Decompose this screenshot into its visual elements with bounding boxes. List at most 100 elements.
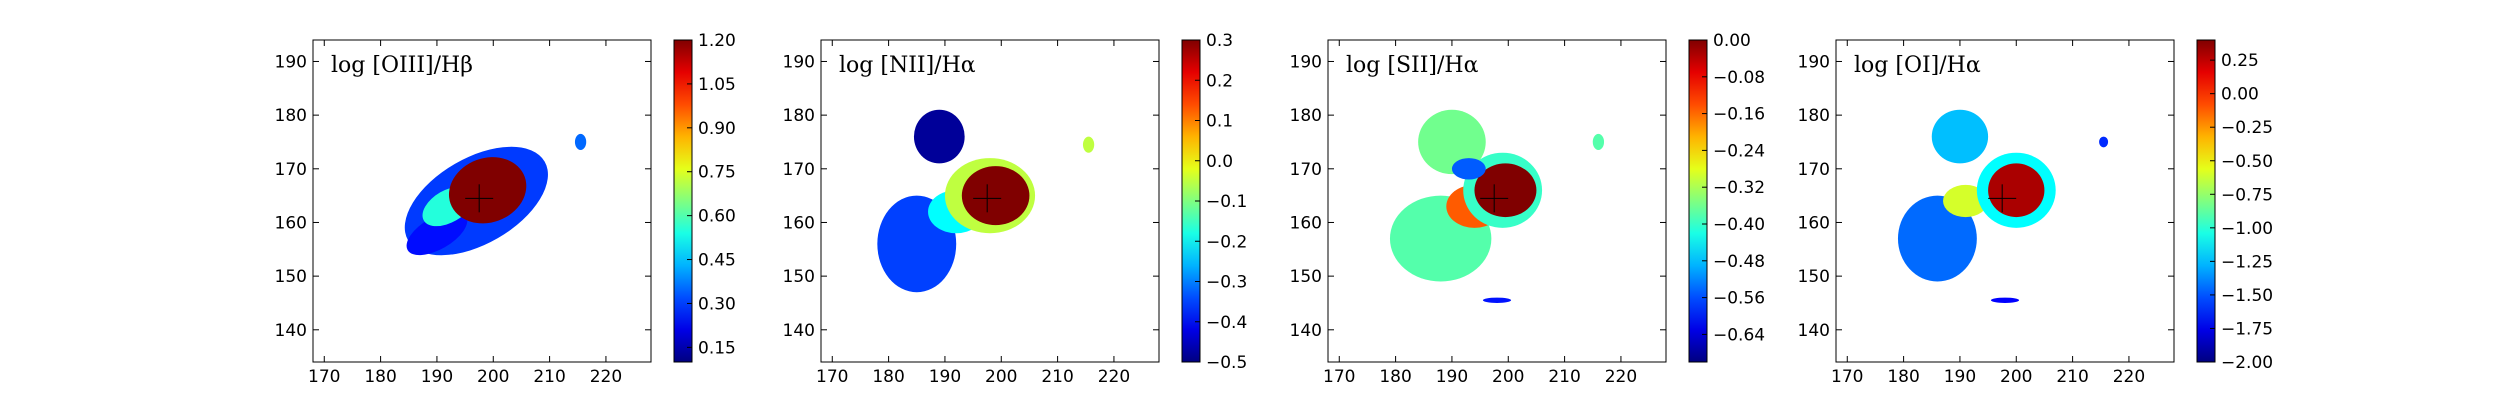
panel-3: 170 180 190 200 210 220 140 150 160 170 180 190 log …	[1290, 31, 1766, 387]
map-region	[1418, 109, 1486, 175]
colorbar-tick-label: −0.56	[1713, 289, 1765, 309]
panel-title: log [SII]/Hα	[1346, 53, 1479, 78]
colorbar-tick-label: −0.16	[1713, 105, 1765, 125]
colorbar-tick-label: −2.00	[2221, 353, 2273, 373]
x-tick-label: 210	[1041, 367, 1073, 387]
x-tick-label: 190	[929, 367, 961, 387]
colorbar-tick-label: 0.3	[1206, 31, 1233, 51]
colorbar-tick-label: 0.0	[1206, 152, 1233, 172]
y-tick-label: 180	[275, 106, 307, 126]
panel-title: log [OI]/Hα	[1854, 53, 1981, 78]
map-region	[961, 166, 1030, 226]
panel-title: log [NII]/Hα	[839, 53, 976, 78]
x-tick-label: 210	[2056, 367, 2088, 387]
x-tick-label: 200	[985, 367, 1017, 387]
x-tick-label: 200	[2000, 367, 2032, 387]
x-tick-label: 170	[1323, 367, 1355, 387]
colorbar-tick-label: 0.00	[1713, 31, 1751, 51]
colorbar-tick-label: 0.45	[698, 251, 736, 271]
map-data	[1897, 109, 2109, 303]
y-tick-label: 160	[275, 213, 307, 233]
x-tick-label: 200	[1492, 367, 1524, 387]
x-tick-label: 190	[421, 367, 453, 387]
y-tick-label: 170	[1798, 160, 1830, 180]
map-region	[1592, 133, 1605, 151]
x-tick-label: 210	[1548, 367, 1580, 387]
colorbar-tick-label: −0.4	[1206, 313, 1247, 333]
map-region	[448, 157, 527, 224]
panel-1: 170 180 190 200 210 220 140 150 160 170 180 190 log …	[275, 31, 736, 387]
x-tick-label: 180	[1379, 367, 1411, 387]
axes-frame	[820, 39, 1160, 363]
x-tick-label: 200	[477, 367, 509, 387]
y-tick-label: 140	[1798, 321, 1830, 341]
colorbar	[2196, 39, 2216, 363]
y-tick-label: 160	[1798, 213, 1830, 233]
y-tick-label: 150	[275, 267, 307, 287]
y-tick-label: 180	[1798, 106, 1830, 126]
x-tick-label: 170	[1831, 367, 1863, 387]
map-data	[404, 133, 587, 256]
axes-frame	[1327, 39, 1667, 363]
map-region	[574, 133, 587, 151]
y-tick-label: 170	[1290, 160, 1322, 180]
colorbar-tick-label: −0.3	[1206, 273, 1247, 293]
map-region	[2099, 136, 2109, 148]
colorbar-tick-label: 1.05	[698, 75, 736, 95]
map-region	[1990, 297, 2020, 303]
colorbar-tick-label: 0.15	[698, 338, 736, 358]
colorbar-tick-label: −1.75	[2221, 319, 2273, 339]
x-tick-label: 170	[308, 367, 340, 387]
x-tick-label: 170	[816, 367, 848, 387]
y-tick-label: 140	[1290, 321, 1322, 341]
y-tick-label: 160	[1290, 213, 1322, 233]
colorbar-tick-label: −0.32	[1713, 178, 1765, 198]
map-region	[1931, 109, 1989, 164]
map-data	[1389, 109, 1605, 303]
colorbar-tick-label: −1.00	[2221, 219, 2273, 239]
x-tick-label: 220	[1098, 367, 1130, 387]
colorbar-tick-label: −0.48	[1713, 252, 1765, 272]
colorbar	[673, 39, 693, 363]
axes-frame	[312, 39, 652, 363]
colorbar-tick-label: −0.2	[1206, 232, 1247, 252]
y-tick-label: 190	[1798, 52, 1830, 72]
colorbar-tick-label: −0.5	[1206, 353, 1247, 373]
x-tick-label: 180	[364, 367, 396, 387]
y-tick-label: 170	[275, 160, 307, 180]
colorbar-tick-label: 0.25	[2221, 51, 2259, 71]
y-tick-label: 140	[275, 321, 307, 341]
colorbar-tick-label: 0.75	[698, 163, 736, 183]
panel-2: 170 180 190 200 210 220 140 150 160 170 180 190 log …	[783, 31, 1248, 387]
panel-title: log [OIII]/Hβ	[331, 53, 473, 78]
map-region	[1482, 297, 1512, 303]
y-tick-label: 180	[783, 106, 815, 126]
map-region	[1988, 163, 2045, 218]
map-region	[1451, 158, 1486, 180]
x-tick-label: 180	[1887, 367, 1919, 387]
colorbar-tick-label: 0.30	[698, 294, 736, 314]
axes-frame	[1835, 39, 2175, 363]
x-tick-label: 220	[590, 367, 622, 387]
colorbar-tick-label: −0.25	[2221, 118, 2273, 138]
colorbar-tick-label: 0.90	[698, 119, 736, 139]
y-tick-label: 150	[783, 267, 815, 287]
y-tick-label: 190	[1290, 52, 1322, 72]
y-tick-label: 160	[783, 213, 815, 233]
colorbar-tick-label: −0.64	[1713, 325, 1765, 345]
map-data	[877, 109, 1095, 293]
y-tick-label: 150	[1798, 267, 1830, 287]
x-tick-label: 180	[872, 367, 904, 387]
panel-4: 170 180 190 200 210 220 140 150 160 170 180 190 log …	[1798, 39, 2273, 387]
colorbar-tick-label: 0.2	[1206, 71, 1233, 91]
y-tick-label: 140	[783, 321, 815, 341]
colorbar-tick-label: 0.1	[1206, 112, 1233, 132]
colorbar-tick-label: −1.50	[2221, 286, 2273, 306]
y-tick-label: 180	[1290, 106, 1322, 126]
x-tick-label: 190	[1436, 367, 1468, 387]
colorbar-tick-label: 1.20	[698, 31, 736, 51]
colorbar-tick-label: −1.25	[2221, 252, 2273, 272]
y-tick-label: 190	[783, 52, 815, 72]
colorbar-tick-label: −0.75	[2221, 185, 2273, 205]
